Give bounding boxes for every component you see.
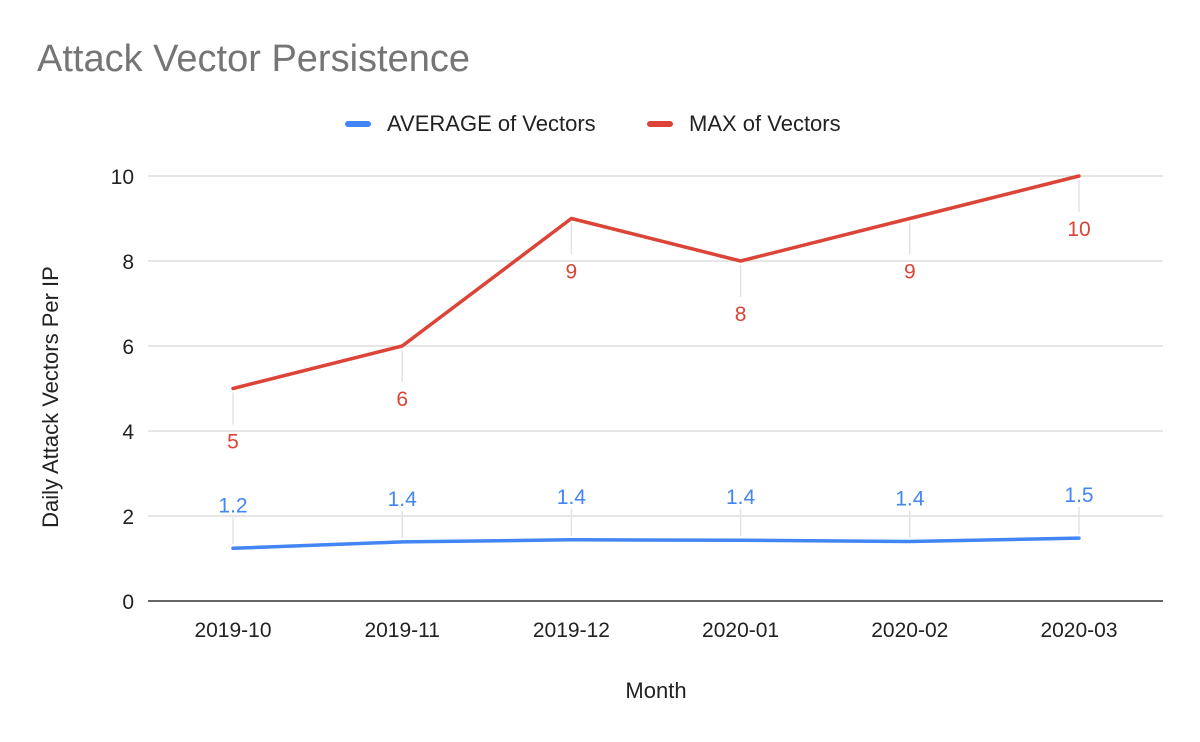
- y-tick-label-4: 4: [122, 421, 134, 444]
- data-label-max-5: 10: [1067, 218, 1090, 241]
- x-tick-label-2020-01: 2020-01: [702, 619, 779, 642]
- data-label-max-1: 6: [396, 388, 408, 411]
- data-label-average-0: 1.2: [218, 494, 247, 517]
- data-label-average-3: 1.4: [726, 486, 756, 509]
- y-tick-label-10: 10: [111, 166, 134, 189]
- label-connectors: [232, 180, 1080, 545]
- y-tick-label-6: 6: [122, 336, 134, 359]
- data-label-max-3: 8: [735, 303, 747, 326]
- data-label-average-2: 1.4: [557, 486, 587, 509]
- legend: AVERAGE of Vectors MAX of Vectors: [0, 108, 1200, 140]
- legend-label-max: MAX of Vectors: [689, 111, 841, 136]
- y-tick-label-2: 2: [122, 506, 134, 529]
- x-tick-label-2019-11: 2019-11: [364, 619, 440, 642]
- legend-item-max: MAX of Vectors: [647, 108, 841, 140]
- legend-swatch-max: [647, 121, 673, 127]
- y-tick-label-8: 8: [122, 251, 134, 274]
- series-lines: [231, 174, 1081, 551]
- x-axis-title: Month: [625, 678, 686, 703]
- data-label-average-1: 1.4: [388, 488, 418, 511]
- data-label-max-4: 9: [904, 261, 916, 284]
- data-labels: 1.2 1.4 1.4 1.4 1.4 1.5 5 6 9 8 9 10: [218, 218, 1093, 517]
- series-line-max: [231, 174, 1081, 391]
- y-axis-title: Daily Attack Vectors Per IP: [38, 266, 63, 528]
- legend-label-average: AVERAGE of Vectors: [387, 111, 596, 136]
- legend-swatch-average: [345, 121, 371, 127]
- x-tick-label-2019-10: 2019-10: [194, 619, 271, 642]
- x-tick-label-2020-03: 2020-03: [1040, 619, 1117, 642]
- gridlines: [148, 175, 1163, 517]
- data-label-average-5: 1.5: [1064, 484, 1093, 507]
- legend-item-average: AVERAGE of Vectors: [345, 108, 596, 140]
- x-tick-label-2019-12: 2019-12: [533, 619, 610, 642]
- data-label-max-2: 9: [566, 261, 578, 284]
- data-label-average-4: 1.4: [895, 488, 925, 511]
- axes: 0 2 4 6 8 10 2019-10 2019-11 2019-12 2020-01 2020-…: [111, 166, 1163, 642]
- data-label-max-0: 5: [227, 431, 239, 454]
- x-tick-label-2020-02: 2020-02: [871, 619, 948, 642]
- y-tick-label-0: 0: [122, 591, 134, 614]
- chart-title: Attack Vector Persistence: [37, 38, 470, 80]
- series-line-average: [231, 536, 1081, 551]
